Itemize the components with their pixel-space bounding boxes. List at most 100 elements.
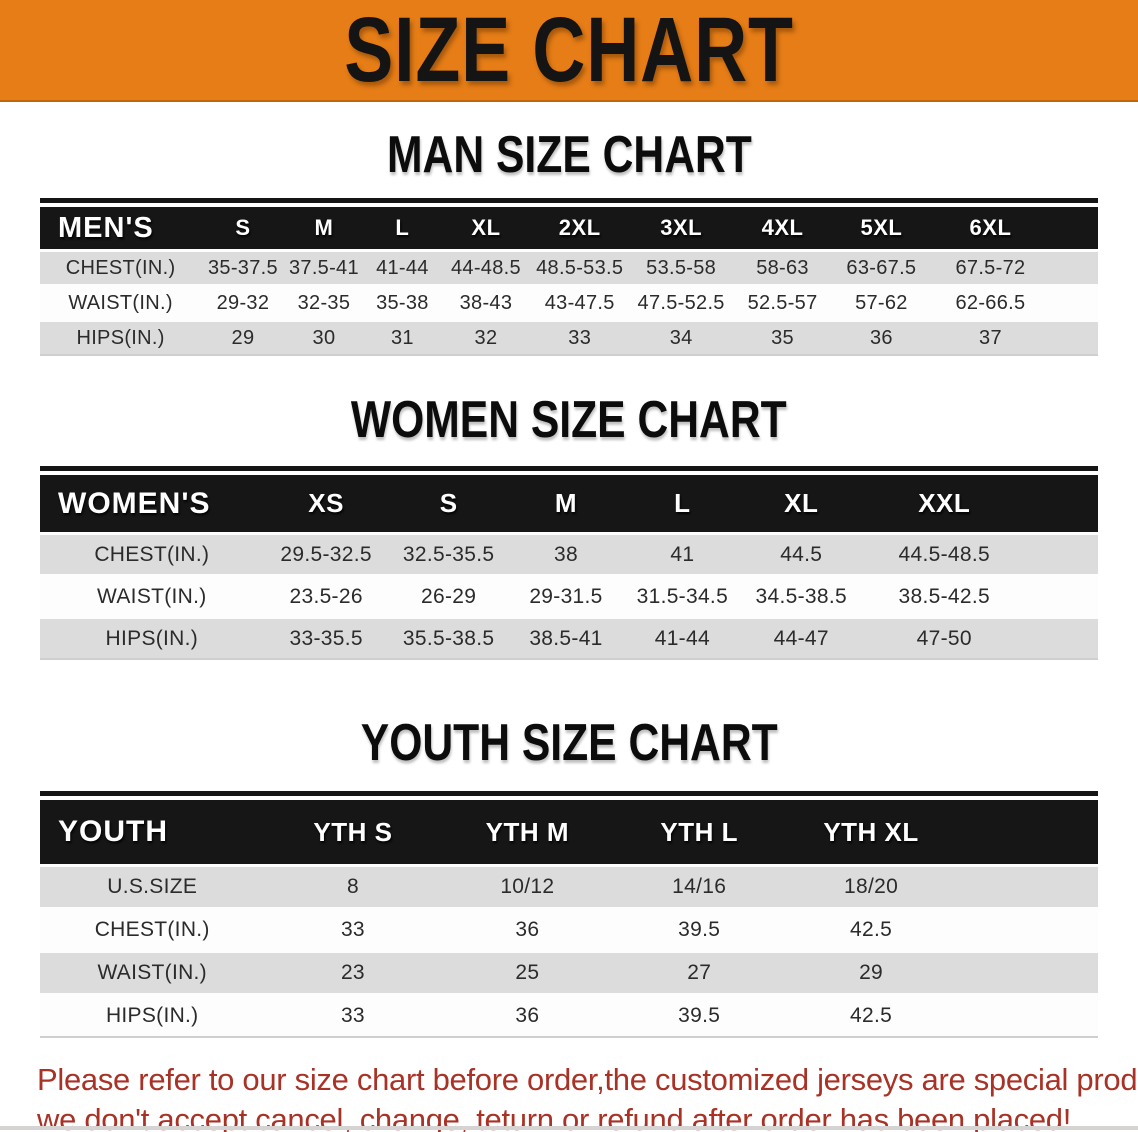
men-column-header: XL xyxy=(441,207,531,249)
youth-measurement-value: 39.5 xyxy=(613,996,786,1038)
men-column-header: S xyxy=(201,207,285,249)
filler-cell xyxy=(1050,249,1098,287)
men-measurement-value: 34 xyxy=(629,319,734,356)
women-measurement-row: HIPS(IN.) 33-35.5 35.5-38.5 38.5-41 41-44 44-… xyxy=(40,616,1098,660)
youth-measurement-value: 27 xyxy=(613,950,786,996)
youth-measurement-row: WAIST(IN.) 23 25 27 29 xyxy=(40,950,1098,996)
banner-title: SIZE CHART xyxy=(344,0,794,101)
youth-size-table-wrap: YOUTH YTH S YTH M YTH L YTH XL U.S.SIZE 8 10/… xyxy=(40,791,1098,1038)
youth-measurement-row: CHEST(IN.) 33 36 39.5 42.5 xyxy=(40,910,1098,950)
youth-measurement-value: 33 xyxy=(264,910,442,950)
women-measurement-value: 35.5-38.5 xyxy=(388,616,509,660)
men-measurement-value: 58-63 xyxy=(733,249,832,287)
women-measurement-value: 31.5-34.5 xyxy=(623,577,742,616)
women-column-header: M xyxy=(508,475,624,532)
women-measurement-value: 47-50 xyxy=(861,616,1028,660)
men-measurement-value: 63-67.5 xyxy=(831,249,931,287)
women-column-header: L xyxy=(623,475,742,532)
men-measurement-value: 44-48.5 xyxy=(441,249,531,287)
men-column-header: 2XL xyxy=(530,207,630,249)
women-column-header: XL xyxy=(741,475,862,532)
men-measurement-value: 35 xyxy=(733,319,832,356)
men-row-label: CHEST(IN.) xyxy=(40,249,202,287)
women-measurement-row: WAIST(IN.) 23.5-26 26-29 29-31.5 31.5-34.5 34… xyxy=(40,577,1098,616)
men-measurement-value: 53.5-58 xyxy=(629,249,734,287)
men-measurement-row: WAIST(IN.) 29-32 32-35 35-38 38-43 43-47.5 47.… xyxy=(40,287,1098,319)
bottom-divider xyxy=(0,1126,1138,1130)
women-row-label: CHEST(IN.) xyxy=(40,532,264,577)
women-measurement-value: 26-29 xyxy=(388,577,509,616)
youth-measurement-value: 29 xyxy=(785,950,957,996)
youth-header-row: YOUTH YTH S YTH M YTH L YTH XL xyxy=(40,800,1098,864)
youth-measurement-value: 23 xyxy=(264,950,442,996)
filler-cell xyxy=(1027,616,1098,660)
youth-measurement-value: 10/12 xyxy=(441,864,614,910)
youth-measurement-value: 8 xyxy=(264,864,442,910)
youth-measurement-value: 42.5 xyxy=(785,996,957,1038)
men-row-label: HIPS(IN.) xyxy=(40,319,202,356)
men-section-heading: MAN SIZE CHART xyxy=(0,129,1138,181)
men-measurement-value: 33 xyxy=(530,319,630,356)
youth-row-label: U.S.SIZE xyxy=(40,864,265,910)
women-measurement-value: 29.5-32.5 xyxy=(263,532,389,577)
youth-measurement-value: 18/20 xyxy=(785,864,957,910)
men-measurement-row: CHEST(IN.) 35-37.5 37.5-41 41-44 44-48.5 48.5… xyxy=(40,249,1098,287)
women-measurement-value: 34.5-38.5 xyxy=(741,577,862,616)
men-measurement-value: 37 xyxy=(930,319,1051,356)
men-measurement-value: 62-66.5 xyxy=(930,287,1051,319)
size-chart-banner: SIZE CHART xyxy=(0,0,1138,102)
women-measurement-value: 38 xyxy=(508,532,624,577)
women-corner-label: WOMEN'S xyxy=(40,475,264,532)
men-measurement-value: 29-32 xyxy=(201,287,285,319)
youth-row-label: WAIST(IN.) xyxy=(40,950,265,996)
men-measurement-value: 37.5-41 xyxy=(284,249,364,287)
women-column-header: XS xyxy=(263,475,389,532)
women-table-top-rule xyxy=(40,466,1098,471)
filler-cell xyxy=(1027,475,1098,532)
youth-column-header: YTH XL xyxy=(785,800,957,864)
youth-column-header: YTH L xyxy=(613,800,786,864)
youth-measurement-value: 14/16 xyxy=(613,864,786,910)
women-row-label: WAIST(IN.) xyxy=(40,577,264,616)
filler-cell xyxy=(1050,207,1098,249)
men-measurement-value: 36 xyxy=(831,319,931,356)
women-size-table-wrap: WOMEN'S XS S M L XL XXL CHEST(IN.) 29.5-32.5 32… xyxy=(40,466,1098,660)
men-measurement-value: 38-43 xyxy=(441,287,531,319)
youth-column-header: YTH S xyxy=(264,800,442,864)
men-measurement-value: 67.5-72 xyxy=(930,249,1051,287)
men-measurement-value: 43-47.5 xyxy=(530,287,630,319)
men-table-top-rule xyxy=(40,198,1098,203)
women-column-header: XXL xyxy=(861,475,1028,532)
men-measurement-value: 30 xyxy=(284,319,364,356)
men-section-heading-text: MAN SIZE CHART xyxy=(386,126,752,184)
women-section-heading: WOMEN SIZE CHART xyxy=(0,394,1138,446)
youth-measurement-value: 33 xyxy=(264,996,442,1038)
filler-cell xyxy=(956,910,1098,950)
youth-section-heading: YOUTH SIZE CHART xyxy=(0,717,1138,769)
men-measurement-value: 35-38 xyxy=(363,287,442,319)
men-column-header: L xyxy=(363,207,442,249)
youth-section-heading-text: YOUTH SIZE CHART xyxy=(360,714,778,772)
filler-cell xyxy=(1050,287,1098,319)
filler-cell xyxy=(956,996,1098,1038)
women-measurement-value: 33-35.5 xyxy=(263,616,389,660)
women-measurement-value: 44.5 xyxy=(741,532,862,577)
men-measurement-row: HIPS(IN.) 29 30 31 32 33 34 35 36 37 xyxy=(40,319,1098,356)
women-column-header: S xyxy=(388,475,509,532)
youth-measurement-value: 36 xyxy=(441,910,614,950)
men-measurement-value: 29 xyxy=(201,319,285,356)
youth-measurement-value: 42.5 xyxy=(785,910,957,950)
women-row-label: HIPS(IN.) xyxy=(40,616,264,660)
youth-measurement-value: 25 xyxy=(441,950,614,996)
youth-table-top-rule xyxy=(40,791,1098,796)
filler-cell xyxy=(1027,532,1098,577)
men-column-header: 5XL xyxy=(831,207,931,249)
men-header-row: MEN'S S M L XL 2XL 3XL 4XL 5XL 6XL xyxy=(40,207,1098,249)
men-measurement-value: 35-37.5 xyxy=(201,249,285,287)
men-measurement-value: 32 xyxy=(441,319,531,356)
men-column-header: 4XL xyxy=(733,207,832,249)
youth-size-table: YOUTH YTH S YTH M YTH L YTH XL U.S.SIZE 8 10/… xyxy=(40,800,1098,1038)
men-measurement-value: 57-62 xyxy=(831,287,931,319)
youth-corner-label: YOUTH xyxy=(40,800,265,864)
men-corner-label: MEN'S xyxy=(40,207,202,249)
